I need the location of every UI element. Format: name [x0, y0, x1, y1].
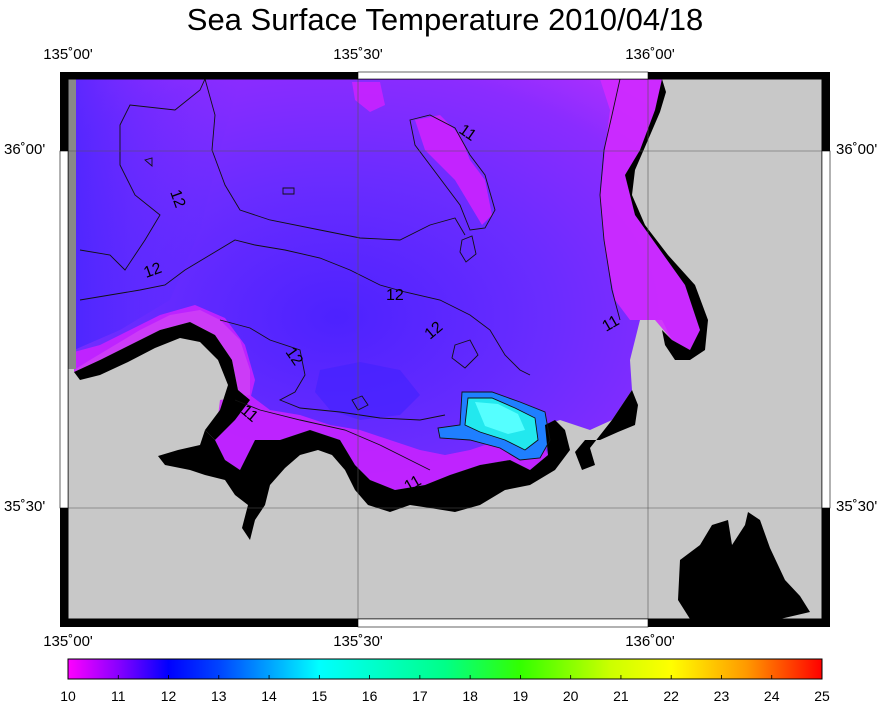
contour-label-11: 11 [600, 312, 623, 335]
scale-bar-bottom-2 [357, 618, 649, 628]
scale-bar-top-2 [357, 71, 649, 80]
colorbar-label: 25 [814, 688, 830, 704]
colorbar-label: 11 [110, 688, 126, 704]
graticule [68, 79, 822, 619]
sea-area [74, 79, 700, 490]
colorbar-label: 21 [613, 688, 629, 704]
scale-bar-left-2 [59, 150, 69, 509]
cyan-anomaly-core [475, 402, 525, 434]
contour-label-11: 11 [456, 121, 479, 145]
colorbar-label: 23 [713, 688, 730, 704]
isotherm-small-loop-4 [144, 157, 153, 167]
isotherm-cyan-inner [464, 397, 539, 451]
contour-label-12: 12 [386, 287, 404, 304]
lon-tick-top-136-00: 136˚00' [625, 46, 675, 63]
scale-bar-top-1 [60, 72, 358, 79]
colorbar-label: 19 [512, 688, 529, 704]
contour-label-12: 12 [142, 260, 165, 282]
lat-tick-left-36-00: 36˚00' [4, 141, 46, 158]
colorbar-label: 14 [261, 688, 277, 704]
isotherm-12-west [79, 79, 206, 271]
colorbar-label: 17 [412, 688, 428, 704]
coastline-east [625, 79, 708, 360]
lat-tick-right-36-00: 36˚00' [836, 141, 878, 158]
lon-tick-bottom-135-00: 135˚00' [43, 633, 93, 650]
lon-tick-bottom-136-00: 136˚00' [625, 633, 675, 650]
isotherm-12-central [79, 239, 531, 376]
lake-biwa-north [678, 512, 810, 619]
scale-bar-right-1 [822, 72, 830, 151]
warm-intrusion-north [415, 115, 492, 225]
warm-band-westcoast [74, 305, 255, 400]
warm-band-bay [215, 395, 548, 490]
colorbar-label: 12 [160, 688, 177, 704]
page-title: Sea Surface Temperature 2010/04/18 [186, 2, 704, 37]
scale-bar-right-3 [822, 508, 830, 627]
isotherms [79, 79, 621, 471]
isotherm-cyan-boundary [437, 391, 551, 461]
colorbar-label: 20 [562, 688, 579, 704]
lon-tick-top-135-00: 135˚00' [43, 46, 93, 63]
isotherm-small-loop-5 [282, 187, 295, 195]
isotherm-small-loop-2 [459, 235, 477, 263]
scale-bar-bottom-3 [648, 619, 830, 627]
scale-bar-left-1 [60, 72, 68, 151]
lat-tick-left-35-30: 35˚30' [4, 498, 46, 515]
colorbar-label: 13 [211, 688, 227, 704]
frame-scale-bars [59, 71, 831, 628]
coastline-southeast [575, 390, 638, 470]
isotherm-12-upper [204, 79, 466, 241]
scale-bar-top-3 [648, 72, 830, 79]
isotherm-small-loop-3 [351, 395, 369, 411]
lat-tick-right-35-30: 35˚30' [836, 498, 878, 515]
lon-tick-bottom-135-30: 135˚30' [333, 633, 383, 650]
colorbar-label: 22 [663, 688, 679, 704]
colorbar-label: 10 [60, 688, 76, 704]
colorbar-label: 15 [311, 688, 328, 704]
isotherm-small-loop-1 [451, 339, 479, 369]
isotherm-12-south [219, 319, 446, 421]
isotherm-11-south [234, 399, 431, 471]
warm-band-east [600, 79, 700, 350]
colorbar-ticks [67, 675, 823, 679]
isotherm-11-east [599, 79, 621, 321]
colorbar [67, 658, 823, 680]
cool-patch [315, 362, 420, 420]
scale-bar-left-3 [60, 508, 68, 627]
colorbar-label: 18 [462, 688, 478, 704]
lon-tick-top-135-30: 135˚30' [333, 46, 383, 63]
coastline-west [74, 322, 250, 440]
contour-label-12: 12 [166, 188, 188, 211]
contour-label-11: 11 [402, 472, 425, 495]
no-data-strip [68, 79, 76, 369]
warm-patch-topcenter [352, 82, 385, 112]
scale-bar-bottom-1 [60, 619, 358, 627]
sea-west-cool [74, 79, 240, 350]
coastline-south [158, 420, 570, 540]
colorbar-label: 24 [763, 688, 780, 704]
isotherm-11-north [409, 114, 496, 231]
colorbar-label: 16 [361, 688, 378, 704]
scale-bar-right-2 [821, 150, 831, 509]
